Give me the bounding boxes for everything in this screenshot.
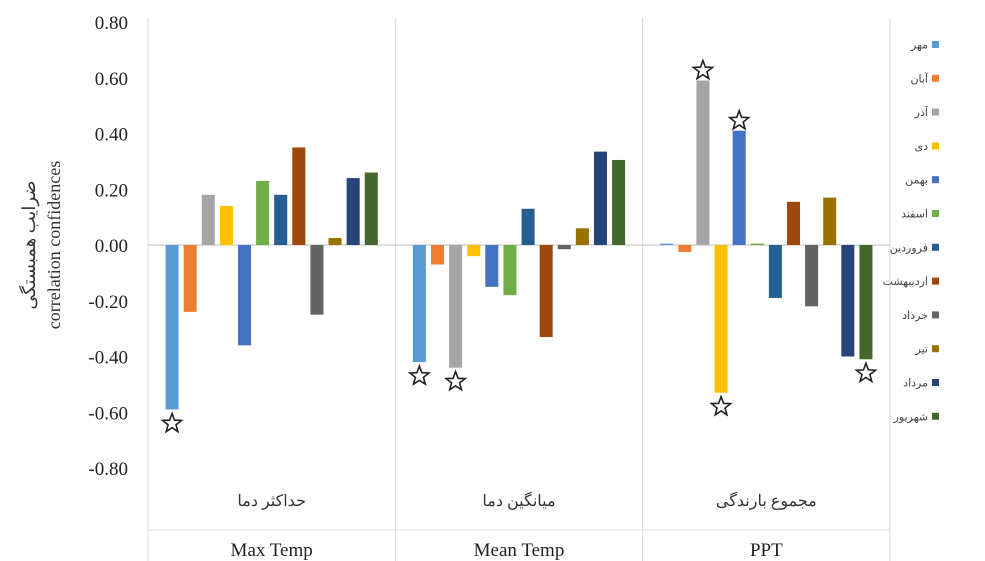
- legend-swatch: [932, 345, 939, 353]
- bar: [237, 245, 252, 346]
- bar: [786, 201, 801, 245]
- bar: [449, 245, 463, 368]
- legend-swatch: [932, 142, 939, 150]
- bar: [412, 245, 426, 363]
- significance-star-icon: [407, 363, 432, 387]
- bar: [678, 245, 692, 252]
- bar: [557, 245, 571, 250]
- bar: [539, 245, 553, 337]
- significance-star-icon: [691, 58, 715, 81]
- bar: [575, 228, 589, 245]
- bar: [183, 245, 197, 312]
- bar: [660, 243, 674, 246]
- significance-star-icon: [709, 394, 733, 417]
- bar: [165, 245, 179, 410]
- legend-swatch: [932, 412, 939, 420]
- bar: [750, 243, 764, 246]
- bar: [805, 245, 819, 307]
- legend-swatch: [932, 74, 939, 82]
- bar: [841, 245, 855, 357]
- y-axis-label-en: correlation confidences: [44, 161, 64, 329]
- category-label-en: Max Temp: [231, 540, 313, 561]
- bar: [612, 159, 626, 245]
- y-tick-label: 0.40: [95, 125, 128, 146]
- legend-swatch: [932, 108, 939, 116]
- legend-swatch: [932, 379, 939, 386]
- category-label-en: Mean Temp: [474, 540, 565, 561]
- category-label-fa: مجموع بارندگی: [716, 491, 817, 510]
- legend-label: شهریور: [893, 410, 928, 423]
- bar: [467, 245, 481, 257]
- legend-label: فروردین: [890, 241, 928, 254]
- category-label-fa: حداکثر دما: [237, 493, 306, 510]
- bar: [219, 205, 233, 245]
- bar: [430, 245, 445, 265]
- bar: [274, 194, 288, 245]
- legend-label: مهر: [910, 39, 928, 52]
- y-tick-label: -0.40: [88, 348, 128, 369]
- legend-label: بهمن: [905, 174, 928, 187]
- significance-star-icon: [854, 361, 878, 384]
- legend-label: دی: [914, 140, 928, 153]
- bar: [521, 208, 535, 245]
- legend-label: تیر: [915, 343, 928, 356]
- bar: [859, 245, 873, 360]
- y-tick-labels: 0.80 0.60 0.40 0.20 0.00 -0.20 -0.40 -0.60 -0.80: [88, 13, 128, 480]
- legend-swatch: [932, 243, 939, 251]
- y-tick-label: -0.80: [88, 459, 128, 480]
- legend-swatch: [932, 176, 939, 184]
- significance-star-icon: [160, 411, 184, 434]
- bar: [292, 147, 306, 245]
- bar: [768, 245, 782, 298]
- legend-label: خرداد: [902, 309, 928, 322]
- y-tick-label: 0.80: [95, 13, 128, 34]
- bar: [732, 130, 746, 245]
- significance-star-icon: [727, 108, 751, 131]
- category-labels: حداکثر دما Max Temp میانگین دما Mean Temp مج…: [231, 491, 817, 561]
- legend-swatch: [932, 277, 939, 285]
- significance-star-icon: [443, 369, 468, 392]
- bar: [201, 194, 215, 245]
- bar: [256, 180, 270, 245]
- bar: [714, 245, 728, 393]
- legend-label: آذر: [914, 105, 929, 119]
- bar: [485, 245, 499, 287]
- legend-label: اسفند: [901, 208, 928, 221]
- bar-layer: [165, 80, 873, 410]
- category-label-fa: میانگین دما: [482, 491, 555, 510]
- bar: [823, 197, 837, 245]
- y-tick-label: 0.60: [95, 69, 128, 90]
- y-tick-label: 0.20: [95, 180, 128, 201]
- bar: [346, 178, 360, 245]
- bar: [364, 172, 378, 245]
- bar: [593, 151, 608, 245]
- legend-label: مرداد: [903, 377, 928, 390]
- legend-swatch: [932, 41, 939, 48]
- legend-label: اردیبهشت: [883, 275, 928, 288]
- legend-label: آبان: [910, 71, 928, 85]
- grid-layer: [147, 18, 891, 561]
- y-tick-label: 0.00: [95, 236, 128, 257]
- marker-layer: [160, 58, 878, 434]
- y-tick-label: -0.20: [88, 292, 128, 313]
- legend-swatch: [932, 311, 939, 319]
- category-label-en: PPT: [750, 540, 783, 561]
- bar: [310, 245, 324, 315]
- bar: [328, 238, 342, 245]
- legend-swatch: [932, 210, 939, 217]
- bar: [696, 80, 710, 245]
- legend: مهر آبان آذر دی بهمن اسفند فروردین اردیبهشت خردا…: [883, 39, 939, 423]
- y-axis-label-fa: ضرایب همبستگی: [18, 180, 40, 309]
- bar: [503, 245, 517, 296]
- y-tick-label: -0.60: [88, 403, 128, 424]
